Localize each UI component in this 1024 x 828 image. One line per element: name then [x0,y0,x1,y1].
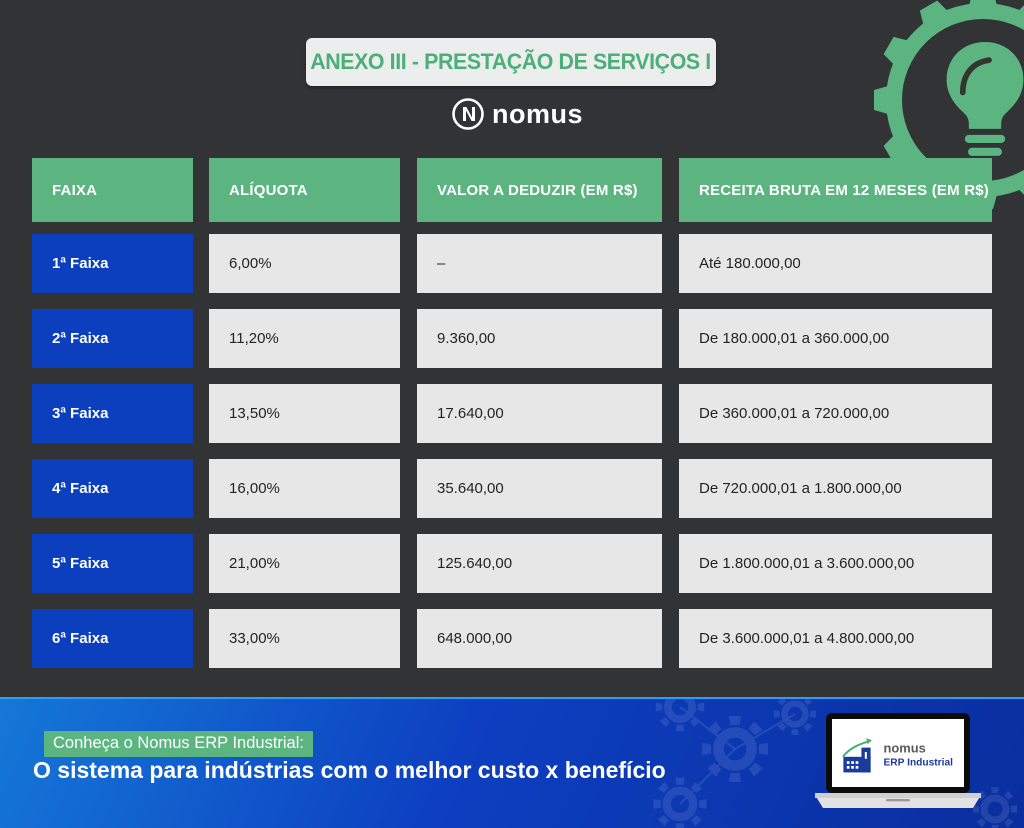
svg-text:ERP Industrial: ERP Industrial [884,758,954,769]
svg-text:nomus: nomus [884,741,926,756]
